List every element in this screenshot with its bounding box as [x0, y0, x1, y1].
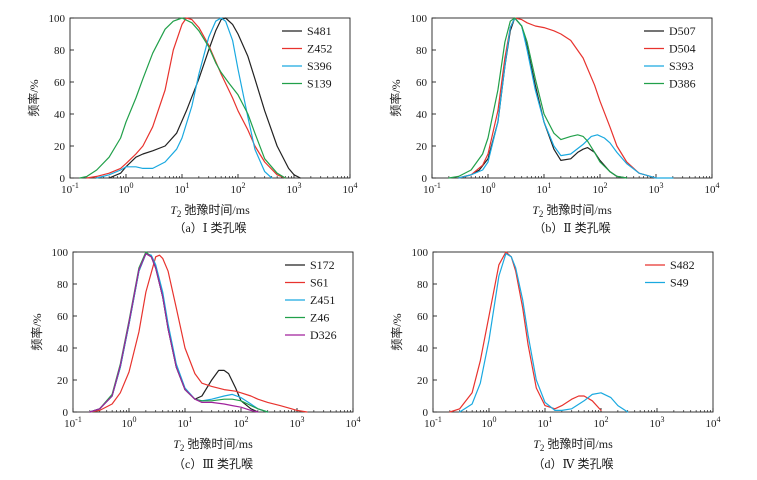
x-tick-label: 103 — [650, 415, 665, 430]
legend-label: S396 — [307, 59, 332, 73]
series-line-s393 — [458, 17, 674, 179]
legend-label: S481 — [307, 24, 332, 38]
y-tick-label: 100 — [49, 13, 66, 25]
series-line-s49 — [459, 253, 629, 413]
series-line-s172 — [89, 253, 259, 413]
x-tick-label: 104 — [343, 181, 358, 196]
legend-label: D326 — [310, 328, 337, 342]
y-tick-label: 40 — [54, 109, 66, 121]
x-tick-label: 103 — [287, 181, 302, 196]
panel-caption: （b）Ⅱ 类孔喉 — [533, 221, 610, 235]
y-tick-label: 40 — [417, 343, 429, 355]
plot-frame — [72, 251, 354, 413]
x-tick-label: 101 — [178, 415, 193, 430]
legend-label: S482 — [670, 258, 695, 272]
series-line-d326 — [89, 253, 259, 413]
y-tick-label: 0 — [63, 407, 69, 419]
y-tick-label: 0 — [423, 407, 429, 419]
y-tick-label: 80 — [417, 279, 429, 291]
x-tick-label: 102 — [231, 181, 246, 196]
panel-c: 0 20 40 60 80 100 10-1 100 101 102 103 104 S172 S61 Z4… — [29, 247, 361, 471]
panel-caption: （a）Ⅰ 类孔喉 — [173, 221, 246, 235]
x-tick-label: 101 — [175, 181, 190, 196]
series-line-z452 — [86, 17, 286, 179]
y-tick-label: 0 — [60, 173, 66, 185]
x-tick-label: 102 — [234, 415, 249, 430]
y-tick-label: 100 — [412, 247, 429, 259]
x-axis-label: T2 弛豫时间/ms — [533, 437, 613, 453]
legend-label: Z451 — [310, 293, 335, 307]
y-tick-label: 20 — [416, 141, 428, 153]
x-tick-label: 100 — [481, 181, 496, 196]
panel-caption: （d）Ⅳ 类孔喉 — [533, 457, 614, 471]
panel-a: 0 20 40 60 80 100 10-1 100 101 102 103 104 S481 Z452 S… — [26, 13, 358, 235]
x-tick-label: 103 — [649, 181, 664, 196]
y-tick-label: 20 — [54, 141, 66, 153]
x-tick-label: 104 — [346, 415, 361, 430]
series-line-s482 — [449, 251, 602, 413]
x-axis-label: T2 弛豫时间/ms — [532, 203, 612, 219]
legend-label: Z46 — [310, 311, 329, 325]
legend-label: D504 — [669, 42, 696, 56]
y-tick-label: 40 — [416, 109, 428, 121]
legend-label: S393 — [669, 59, 694, 73]
series-line-s396 — [96, 17, 273, 179]
y-tick-label: 60 — [416, 77, 428, 89]
x-tick-label: 100 — [122, 415, 137, 430]
x-tick-label: 104 — [705, 181, 720, 196]
y-tick-label: 20 — [417, 375, 429, 387]
panel-b: 0 20 40 60 80 100 10-1 100 101 102 103 104 D507 D504 S… — [388, 13, 720, 235]
y-tick-label: 60 — [57, 311, 69, 323]
x-tick-label: 101 — [538, 415, 553, 430]
legend-label: D507 — [669, 24, 696, 38]
x-tick-label: 10-1 — [61, 181, 79, 196]
plot-frame — [69, 17, 351, 179]
y-tick-label: 80 — [54, 45, 66, 57]
y-axis-label: 频率/% — [29, 313, 44, 350]
y-tick-label: 60 — [417, 311, 429, 323]
y-tick-label: 0 — [422, 173, 428, 185]
x-tick-label: 10-1 — [423, 181, 441, 196]
y-tick-label: 40 — [57, 343, 69, 355]
series-line-d507 — [458, 17, 628, 179]
y-tick-label: 80 — [416, 45, 428, 57]
series-line-z46 — [89, 251, 269, 413]
series-line-s139 — [79, 17, 286, 179]
y-tick-label: 80 — [57, 279, 69, 291]
legend-label: S139 — [307, 77, 332, 91]
x-tick-label: 102 — [593, 181, 608, 196]
legend-label: S172 — [310, 258, 335, 272]
legend-label: D386 — [669, 77, 696, 91]
y-axis-label: 频率/% — [389, 313, 404, 350]
x-tick-label: 100 — [482, 415, 497, 430]
legend-label: S49 — [670, 276, 689, 290]
series-line-s481 — [108, 17, 301, 179]
series-line-d386 — [448, 17, 628, 179]
y-axis-label: 频率/% — [388, 79, 403, 116]
y-tick-label: 20 — [57, 375, 69, 387]
x-axis-label: T2 弛豫时间/ms — [173, 437, 253, 453]
x-tick-label: 101 — [537, 181, 552, 196]
plot-frame — [432, 251, 714, 413]
series-line-z451 — [89, 253, 269, 413]
y-tick-label: 100 — [52, 247, 69, 259]
x-tick-label: 104 — [706, 415, 721, 430]
series-line-d504 — [458, 17, 657, 179]
panel-d: 0 20 40 60 80 100 10-1 100 101 102 103 104 S482 S49 频率… — [389, 247, 721, 471]
x-tick-label: 100 — [119, 181, 134, 196]
panel-caption: （c）Ⅲ 类孔喉 — [173, 457, 253, 471]
x-tick-label: 10-1 — [424, 415, 442, 430]
y-axis-label: 频率/% — [26, 79, 41, 116]
x-tick-label: 102 — [594, 415, 609, 430]
series-line-s61 — [89, 254, 308, 413]
x-tick-label: 10-1 — [64, 415, 82, 430]
plot-frame — [431, 17, 713, 179]
y-tick-label: 60 — [54, 77, 66, 89]
x-axis-label: T2 弛豫时间/ms — [170, 203, 250, 219]
legend-label: Z452 — [307, 42, 332, 56]
x-tick-label: 103 — [290, 415, 305, 430]
legend-label: S61 — [310, 276, 329, 290]
y-tick-label: 100 — [411, 13, 428, 25]
